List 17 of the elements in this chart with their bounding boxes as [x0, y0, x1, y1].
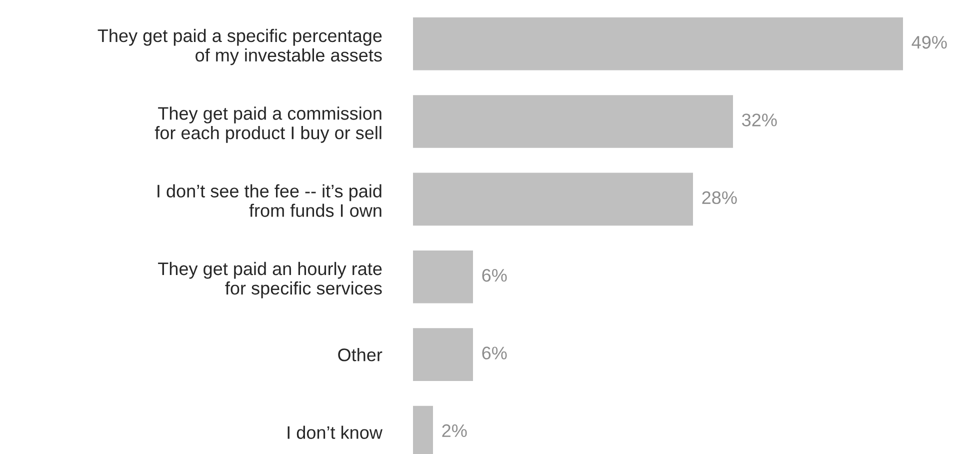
bar — [413, 328, 473, 381]
bar — [413, 250, 473, 304]
data-label: 49% — [912, 36, 947, 49]
y-tick-label: I don’t see the fee -- it’s paid from funds I own — [158, 184, 382, 217]
data-label: 6% — [482, 268, 507, 282]
data-label: 32% — [742, 114, 777, 126]
y-tick-label: They get paid an hourly rate for specific services — [158, 262, 382, 298]
data-label: 6% — [482, 346, 507, 360]
data-label: 28% — [702, 191, 737, 204]
bar — [413, 172, 693, 226]
y-tick-label: They get paid a commission for each product I buy or sell — [154, 106, 382, 143]
bar — [413, 17, 903, 70]
y-tick-label: Other — [338, 348, 382, 362]
y-tick-label: I don’t know — [288, 426, 382, 439]
bar — [413, 95, 733, 148]
data-label: 2% — [442, 424, 467, 438]
y-tick-label: They get paid a specific percentage of my investable assets — [98, 28, 382, 66]
